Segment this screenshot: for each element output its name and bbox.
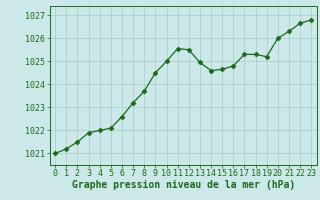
- X-axis label: Graphe pression niveau de la mer (hPa): Graphe pression niveau de la mer (hPa): [72, 180, 295, 190]
